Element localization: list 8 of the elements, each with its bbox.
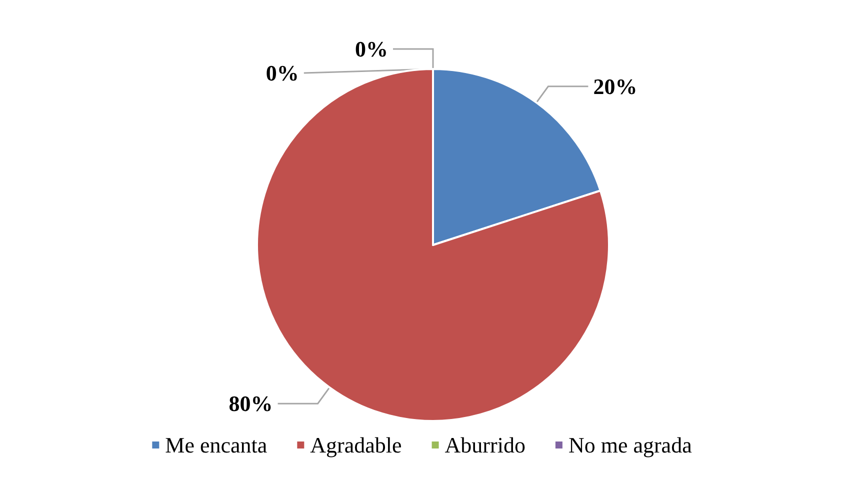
text: 0% <box>266 60 299 86</box>
legend-label: Agradable <box>310 432 402 458</box>
legend-label: No me agrada <box>568 432 692 458</box>
data-label: 20% <box>593 74 638 99</box>
data-label: 80% <box>228 391 273 416</box>
legend-label: Me encanta <box>165 432 268 458</box>
legend-label: Aburrido <box>444 432 526 458</box>
text: 0% <box>355 36 388 62</box>
